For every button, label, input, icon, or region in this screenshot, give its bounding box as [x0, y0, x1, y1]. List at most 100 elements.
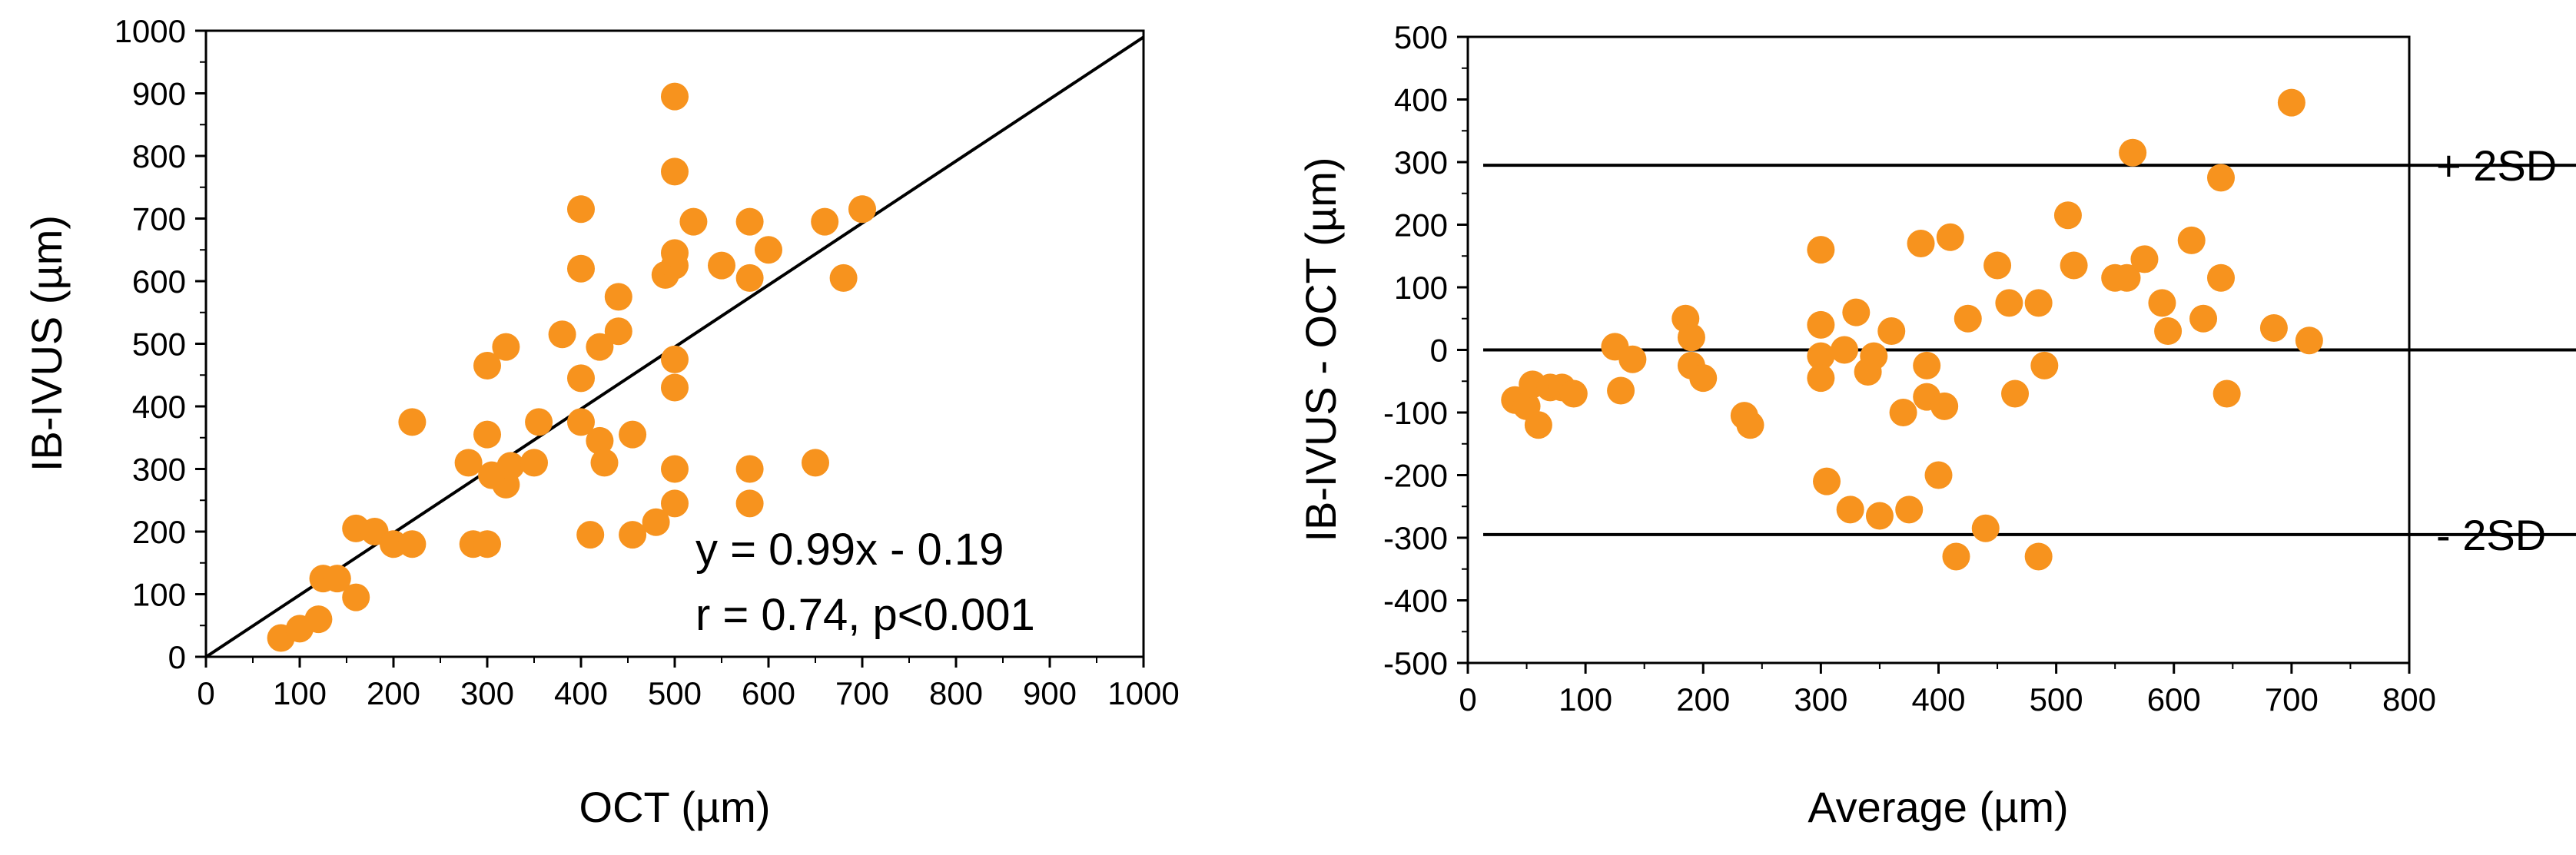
- right-y-tick-label: 0: [1430, 333, 1448, 369]
- right-data-point: [2207, 263, 2235, 292]
- left-data-point: [735, 489, 764, 518]
- right-y-tick-label: -200: [1383, 458, 1448, 494]
- left-y-tick-label: 300: [132, 452, 186, 488]
- left-data-point: [576, 521, 605, 549]
- left-data-point: [496, 452, 525, 480]
- right-data-point: [2189, 304, 2218, 333]
- left-y-tick-label: 1000: [115, 13, 186, 49]
- right-data-point: [1677, 323, 1705, 352]
- left-data-point: [586, 426, 614, 455]
- left-data-point: [661, 373, 689, 402]
- left-data-point: [454, 449, 483, 477]
- right-data-point: [1807, 364, 1835, 393]
- right-data-point: [2001, 379, 2030, 408]
- left-x-axis-label: OCT (µm): [579, 783, 771, 831]
- left-data-point: [473, 352, 501, 380]
- right-data-point: [2213, 379, 2241, 408]
- left-data-point: [567, 254, 595, 283]
- left-data-point: [755, 236, 782, 264]
- left-data-point: [661, 455, 689, 483]
- left-y-tick-label: 400: [132, 389, 186, 425]
- right-data-point: [1831, 336, 1858, 364]
- right-data-point: [1895, 495, 1924, 524]
- right-data-point: [1936, 223, 1964, 251]
- right-data-point: [1983, 251, 2012, 280]
- left-data-point: [548, 320, 576, 349]
- right-x-tick-label: 500: [2030, 681, 2083, 717]
- left-y-axis-label: IB-IVUS (µm): [22, 215, 71, 472]
- left-data-point: [604, 283, 632, 311]
- left-data-point: [708, 251, 735, 280]
- right-data-point: [2148, 289, 2176, 317]
- right-data-point: [2277, 88, 2305, 117]
- left-data-point: [520, 449, 548, 477]
- right-bland-altman-chart: 0 100 200 300 400 500 600 700 800 -500 -400 -300 -20…: [1296, 19, 2576, 831]
- right-data-point: [1607, 376, 1635, 405]
- left-x-tick-label: 700: [835, 675, 889, 711]
- left-data-point: [323, 565, 351, 593]
- right-data-point: [2295, 326, 2323, 355]
- left-data-point: [586, 333, 614, 361]
- left-x-tick-label: 1000: [1107, 675, 1179, 711]
- left-data-point: [619, 420, 647, 449]
- right-data-point: [2119, 138, 2147, 167]
- right-data-point: [1559, 379, 1588, 408]
- right-data-point: [1618, 345, 1647, 373]
- left-y-tick-label: 0: [168, 639, 186, 675]
- left-x-tick-label: 600: [742, 675, 795, 711]
- right-data-point: [1836, 495, 1864, 524]
- left-data-point: [735, 263, 764, 292]
- left-y-tick-label: 600: [132, 263, 186, 300]
- left-data-point: [811, 207, 839, 236]
- left-data-point: [567, 195, 595, 224]
- right-x-tick-label: 400: [1911, 681, 1965, 717]
- right-data-point: [1813, 467, 1841, 495]
- right-data-point: [2024, 542, 2053, 571]
- left-data-point: [829, 263, 858, 292]
- right-y-tick-label: -400: [1383, 583, 1448, 619]
- left-data-point: [473, 420, 501, 449]
- right-data-point: [2259, 313, 2288, 342]
- left-data-point: [619, 521, 647, 549]
- right-y-tick-label: -300: [1383, 520, 1448, 556]
- left-data-point: [567, 364, 595, 393]
- right-data-point: [1877, 317, 1906, 346]
- right-data-point: [2024, 289, 2053, 317]
- left-y-tick-label: 800: [132, 138, 186, 174]
- sd-label: + 2SD: [2436, 141, 2557, 190]
- right-data-point: [1889, 399, 1917, 426]
- right-y-tick-label: -500: [1383, 645, 1448, 681]
- left-data-point: [661, 489, 689, 518]
- right-y-tick-label: 300: [1394, 144, 1448, 181]
- left-data-point: [661, 239, 689, 267]
- right-data-point: [1942, 542, 1970, 571]
- right-data-point: [2053, 201, 2082, 230]
- left-data-point: [304, 605, 333, 634]
- sd-label: - 2SD: [2436, 511, 2546, 559]
- right-data-point: [1924, 461, 1953, 489]
- right-data-point: [2177, 226, 2206, 254]
- left-data-point: [398, 408, 427, 436]
- right-data-point: [2060, 251, 2088, 280]
- right-data-point: [1524, 411, 1552, 439]
- left-data-point: [642, 508, 670, 536]
- right-data-point: [1907, 229, 1935, 257]
- left-data-point: [342, 583, 370, 611]
- left-data-point: [525, 408, 553, 436]
- left-data-point: [735, 207, 764, 236]
- right-x-tick-label: 600: [2147, 681, 2201, 717]
- left-data-point: [661, 82, 689, 111]
- right-x-tick-label: 700: [2265, 681, 2319, 717]
- left-data-point: [802, 449, 829, 477]
- correlation-text: r = 0.74, p<0.001: [695, 590, 1035, 640]
- left-x-tick-label: 800: [929, 675, 983, 711]
- right-data-point: [1736, 411, 1764, 439]
- right-data-point: [1860, 342, 1888, 370]
- right-data-point: [1865, 502, 1894, 530]
- right-data-point: [1842, 298, 1871, 326]
- left-x-tick-label: 400: [554, 675, 608, 711]
- right-y-tick-label: -100: [1383, 395, 1448, 431]
- left-x-tick-label: 900: [1023, 675, 1077, 711]
- right-x-tick-label: 200: [1676, 681, 1730, 717]
- right-data-point: [1954, 304, 1982, 333]
